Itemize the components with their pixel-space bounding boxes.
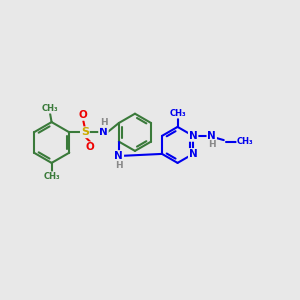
Text: N: N: [99, 127, 108, 137]
Text: N: N: [115, 151, 123, 161]
Text: O: O: [86, 142, 94, 152]
Text: N: N: [189, 131, 197, 141]
Text: CH₃: CH₃: [42, 104, 58, 113]
Text: N: N: [207, 131, 216, 141]
Text: N: N: [189, 149, 197, 159]
Text: CH₃: CH₃: [43, 172, 60, 181]
Text: CH₃: CH₃: [169, 109, 186, 118]
Text: H: H: [115, 160, 123, 169]
Text: S: S: [81, 127, 89, 137]
Text: H: H: [208, 140, 216, 149]
Text: CH₃: CH₃: [237, 137, 254, 146]
Text: H: H: [100, 118, 107, 127]
Text: O: O: [79, 110, 88, 120]
